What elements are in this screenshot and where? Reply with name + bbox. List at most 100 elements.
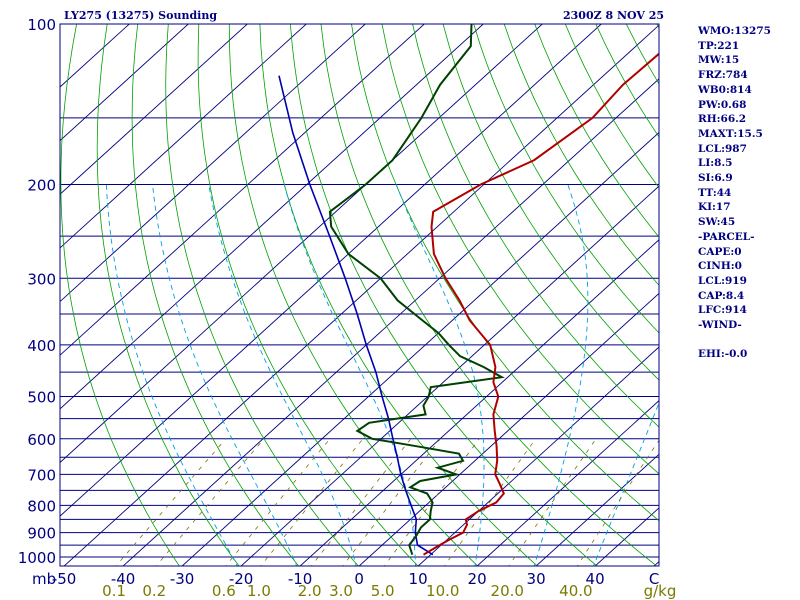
temperature-tick-label: -20 — [229, 570, 254, 588]
stat-line: SW:45 — [698, 216, 736, 229]
stat-line: SI:6.9 — [698, 172, 733, 185]
mixing-ratio-line — [443, 438, 537, 566]
stat-line: FRZ:784 — [698, 69, 748, 82]
stat-line: TP:221 — [698, 39, 740, 52]
pressure-tick-label: 600 — [27, 431, 56, 449]
stat-line: -PARCEL- — [698, 230, 755, 243]
mixing-ratio-line — [225, 438, 331, 566]
temperature-tick-label: C — [649, 570, 659, 588]
isotherm-line — [60, 24, 307, 249]
dry-adiabat-line — [381, 24, 659, 475]
dry-adiabat-line — [197, 24, 419, 566]
pressure-tick-label: 500 — [27, 389, 56, 407]
temperature-tick-label: 30 — [527, 570, 546, 588]
diagram-grid — [60, 24, 800, 568]
mixing-ratio-label: 20.0 — [491, 582, 524, 600]
stat-line: RH:66.2 — [698, 113, 747, 126]
stat-line: EHI:-0.0 — [698, 348, 748, 361]
isotherm-line — [60, 24, 602, 517]
dry-adiabat-line — [779, 24, 800, 568]
isotherm-line — [417, 346, 659, 566]
pressure-tick-label: 200 — [27, 176, 56, 194]
mixing-ratio-line — [576, 439, 659, 566]
stat-line: MAXT:15.5 — [698, 127, 763, 140]
temperature-tick-label: -30 — [170, 570, 195, 588]
axis-labels: 0.1 0.2 0.6 1.0 2.0 3.0 5.0 10.0 20.0 40.0 g/kg 100… — [18, 16, 677, 600]
station-title: LY275 (13275) Sounding — [64, 9, 218, 22]
isotherm-line — [60, 24, 189, 142]
mixing-ratio-label: 40.0 — [559, 582, 592, 600]
moist-adiabat-line — [152, 184, 298, 566]
pressure-tick-label: 900 — [27, 525, 56, 543]
mixing-ratio-label: 10.0 — [426, 582, 459, 600]
mixing-ratio-line — [260, 438, 364, 566]
stat-line: LFC:914 — [698, 304, 747, 317]
dry-adiabat-line — [131, 24, 300, 566]
dry-adiabat-line — [473, 24, 659, 334]
pressure-tick-label: 300 — [27, 270, 56, 288]
moist-adiabat-line — [593, 401, 659, 566]
stat-line: PW:0.68 — [698, 98, 747, 111]
dry-adiabat-line — [442, 24, 659, 381]
mixing-ratio-label: 0.6 — [212, 582, 236, 600]
isotherm-line — [60, 24, 425, 356]
pressure-tick-label: 400 — [27, 337, 56, 355]
temperature-tick-label: -10 — [288, 570, 313, 588]
isotherm-line — [60, 24, 248, 195]
mixing-ratio-line — [115, 438, 227, 566]
isotherm-line — [299, 239, 659, 566]
dewpoint-trace — [328, 24, 505, 556]
mixing-ratio-label: 3.0 — [329, 582, 353, 600]
isotherm-line — [181, 131, 659, 566]
mixing-ratio-label: 0.1 — [102, 582, 126, 600]
isotherm-line — [60, 24, 484, 410]
stat-line — [698, 333, 771, 348]
mixing-ratio-unit: g/kg — [644, 582, 677, 600]
stat-line: LI:8.5 — [698, 157, 733, 170]
dry-adiabat-line — [351, 24, 659, 522]
dry-adiabat-line — [412, 24, 659, 428]
mixing-ratio-label: 1.0 — [247, 582, 271, 600]
mixing-ratio-label: 5.0 — [371, 582, 395, 600]
isotherm-line — [60, 24, 130, 88]
pressure-tick-label: 800 — [27, 497, 56, 515]
sounding-indices-panel: WMO:13275 TP:221 MW:15 FRZ:784 WB0:814 PW:0.6… — [698, 24, 771, 362]
dry-adiabat-line — [320, 24, 658, 566]
isotherm-line — [63, 24, 659, 566]
dry-adiabat-line — [290, 24, 598, 566]
mixing-ratio-line — [342, 438, 441, 566]
moist-adiabat-line — [208, 184, 357, 566]
stat-line: LCL:919 — [698, 274, 747, 287]
stat-line: MW:15 — [698, 54, 740, 67]
pressure-tick-label: 700 — [27, 466, 56, 484]
mixing-ratio-line — [383, 438, 480, 566]
temperature-tick-label: -40 — [111, 570, 136, 588]
pressure-unit-label: mb — [32, 570, 56, 588]
isotherm-line — [122, 78, 659, 566]
plot-frame — [59, 23, 660, 567]
moist-adiabat-line — [105, 184, 238, 566]
mixing-ratio-line — [508, 438, 597, 566]
isotherm-line — [60, 24, 543, 464]
temperature-tick-label: 40 — [586, 570, 605, 588]
dry-adiabat-line — [165, 24, 359, 566]
mixing-ratio-line — [310, 438, 412, 566]
isotherm-line — [476, 400, 659, 566]
mixing-ratio-label: 2.0 — [298, 582, 322, 600]
dry-adiabat-line — [503, 24, 659, 286]
pressure-tick-label: 1000 — [18, 549, 56, 567]
stat-line: WMO:13275 — [698, 25, 771, 37]
dry-adiabat-line — [60, 24, 180, 566]
stat-line: CAPE:0 — [698, 245, 742, 258]
temperature-trace — [422, 52, 659, 556]
moist-adiabat-line — [395, 184, 485, 566]
dry-adiabat-line — [259, 24, 538, 566]
stat-line: -WIND- — [698, 319, 742, 332]
mixing-ratio-label: 0.2 — [142, 582, 166, 600]
stat-line: KI:17 — [698, 201, 731, 214]
stat-line: CINH:0 — [698, 260, 742, 273]
stat-line: WB0:814 — [698, 83, 752, 96]
sounding-traces — [278, 24, 659, 556]
temperature-tick-label: -50 — [52, 570, 77, 588]
